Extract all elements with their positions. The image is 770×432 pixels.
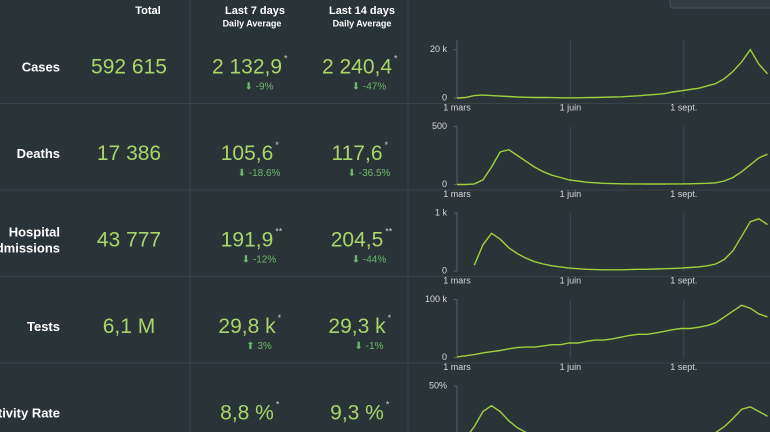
y-tick-label: 50% — [429, 380, 447, 390]
metric-note: * — [284, 53, 288, 63]
header-total: Total — [135, 5, 160, 17]
metric-note: * — [388, 313, 392, 323]
x-tick-label: 1 sept. — [670, 275, 697, 285]
sparkline — [456, 304, 768, 358]
x-tick-label: 1 juin — [560, 275, 582, 285]
y-tick-label: 0 — [442, 265, 447, 275]
row-label: Positivity Rate — [0, 405, 60, 420]
metric-value: 191,9 — [221, 229, 274, 252]
total-value: 17 386 — [97, 142, 161, 165]
row-label: Cases — [22, 59, 60, 74]
y-tick-label: 500 — [432, 121, 447, 131]
y-tick-label: 100 k — [425, 294, 448, 304]
metric-value: 204,5 — [331, 229, 384, 252]
row-label: Tests — [27, 319, 60, 334]
header-last7: Last 7 days — [225, 5, 285, 17]
total-value: 6,1 M — [103, 315, 156, 338]
metric-note: * — [385, 140, 389, 150]
row-label: Deaths — [17, 146, 60, 161]
y-tick-label: 20 k — [430, 44, 448, 54]
sparkline — [456, 48, 769, 99]
row-label: Admissions — [0, 240, 60, 255]
metric-value: 8,8 % — [220, 402, 274, 425]
row-label: Hospital — [9, 224, 60, 239]
metric-note: ** — [275, 226, 283, 236]
metric-change: ⬇ -47% — [352, 82, 387, 93]
sparkline — [469, 404, 768, 432]
x-tick-label: 1 juin — [560, 102, 582, 112]
metric-value: 2 132,9 — [212, 56, 282, 79]
header-last14: Last 14 days — [329, 5, 395, 17]
x-tick-label: 1 mars — [443, 102, 471, 112]
metric-note: ** — [385, 226, 393, 236]
metric-note: * — [276, 399, 280, 409]
x-tick-label: 1 sept. — [670, 189, 697, 199]
metric-value: 29,8 k — [218, 315, 276, 338]
x-tick-label: 1 sept. — [670, 102, 697, 112]
x-tick-label: 1 juin — [560, 189, 582, 199]
x-tick-label: 1 mars — [443, 362, 471, 372]
metric-change: ⬇ -36.5% — [348, 168, 391, 179]
x-tick-label: 1 mars — [443, 189, 471, 199]
metric-value: 29,3 k — [328, 315, 386, 338]
total-value: 43 777 — [97, 229, 161, 252]
metric-change: ⬆ 3% — [246, 341, 272, 352]
x-tick-label: 1 mars — [443, 275, 471, 285]
metric-change: ⬇ -44% — [352, 255, 387, 266]
toolbar-button[interactable] — [669, 0, 770, 9]
metric-change: ⬇ -1% — [355, 341, 384, 352]
sparkline — [457, 148, 768, 186]
metric-change: ⬇ -18.6% — [238, 168, 281, 179]
metric-change: ⬇ -12% — [242, 255, 277, 266]
metric-note: * — [394, 53, 398, 63]
metric-change: ⬇ -9% — [245, 82, 274, 93]
x-tick-label: 1 juin — [560, 362, 582, 372]
metric-note: * — [278, 313, 282, 323]
y-tick-label: 1 k — [435, 207, 448, 217]
metric-value: 117,6 — [332, 142, 383, 165]
sparkline — [473, 218, 768, 271]
header-sub: Daily Average — [333, 18, 392, 28]
metric-note: * — [275, 140, 279, 150]
total-value: 592 615 — [91, 56, 167, 79]
y-tick-label: 0 — [442, 179, 447, 189]
metric-value: 2 240,4 — [322, 56, 392, 79]
y-tick-label: 0 — [442, 352, 447, 362]
metric-note: * — [386, 399, 390, 409]
metric-value: 9,3 % — [330, 402, 384, 425]
y-tick-label: 0 — [442, 92, 447, 102]
x-tick-label: 1 sept. — [670, 362, 697, 372]
metric-value: 105,6 — [221, 142, 274, 165]
header-sub: Daily Average — [223, 18, 282, 28]
